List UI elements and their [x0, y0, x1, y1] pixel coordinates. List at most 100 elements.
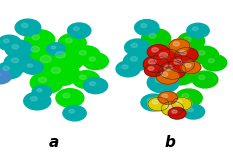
Circle shape	[175, 49, 184, 55]
Circle shape	[158, 91, 178, 104]
Circle shape	[156, 69, 179, 84]
Circle shape	[152, 48, 193, 75]
Circle shape	[169, 56, 195, 73]
Circle shape	[68, 23, 91, 38]
Circle shape	[182, 104, 205, 119]
Circle shape	[56, 89, 84, 107]
Circle shape	[0, 69, 11, 84]
Circle shape	[142, 39, 175, 62]
Circle shape	[21, 23, 28, 28]
Circle shape	[89, 82, 96, 86]
Circle shape	[166, 104, 172, 109]
Circle shape	[83, 78, 108, 94]
Circle shape	[208, 59, 214, 63]
Circle shape	[58, 34, 86, 52]
Circle shape	[152, 100, 158, 104]
Circle shape	[179, 50, 186, 55]
Circle shape	[182, 93, 189, 98]
Circle shape	[47, 43, 65, 55]
Circle shape	[143, 56, 169, 73]
Circle shape	[24, 30, 55, 50]
Circle shape	[161, 101, 184, 116]
Circle shape	[123, 52, 151, 70]
Circle shape	[148, 59, 156, 64]
Circle shape	[24, 92, 51, 110]
Circle shape	[31, 46, 40, 52]
Circle shape	[72, 46, 100, 64]
Circle shape	[184, 37, 191, 41]
Circle shape	[148, 67, 154, 70]
Circle shape	[22, 60, 43, 74]
Circle shape	[141, 94, 167, 111]
Circle shape	[131, 43, 137, 47]
Circle shape	[63, 93, 70, 98]
Circle shape	[73, 27, 79, 31]
Circle shape	[198, 51, 205, 55]
Circle shape	[12, 45, 19, 49]
Circle shape	[162, 94, 168, 98]
Circle shape	[0, 62, 22, 79]
Circle shape	[30, 72, 63, 93]
Circle shape	[32, 85, 52, 98]
Circle shape	[181, 61, 201, 74]
Circle shape	[147, 72, 179, 93]
Circle shape	[199, 75, 205, 80]
Circle shape	[175, 47, 198, 63]
Circle shape	[176, 100, 182, 104]
Circle shape	[116, 61, 140, 77]
Circle shape	[150, 45, 158, 50]
Circle shape	[147, 45, 170, 59]
Circle shape	[162, 62, 197, 85]
Circle shape	[125, 39, 150, 56]
Circle shape	[169, 39, 190, 53]
Text: a: a	[48, 135, 59, 150]
Circle shape	[15, 19, 41, 36]
Circle shape	[0, 35, 21, 50]
Circle shape	[141, 24, 147, 28]
Circle shape	[164, 65, 172, 70]
Circle shape	[202, 55, 227, 71]
Circle shape	[73, 71, 100, 88]
Circle shape	[162, 54, 172, 61]
Circle shape	[37, 89, 42, 92]
Circle shape	[79, 75, 86, 80]
Circle shape	[45, 45, 85, 71]
Text: b: b	[165, 135, 175, 150]
Circle shape	[159, 53, 168, 58]
Circle shape	[147, 98, 154, 103]
Circle shape	[188, 108, 193, 112]
Circle shape	[55, 52, 65, 58]
Circle shape	[65, 38, 72, 43]
Circle shape	[5, 40, 32, 58]
Circle shape	[149, 34, 156, 38]
Circle shape	[38, 77, 47, 83]
Circle shape	[144, 64, 163, 76]
Circle shape	[154, 49, 182, 67]
Circle shape	[29, 48, 73, 77]
Circle shape	[27, 64, 33, 67]
Circle shape	[42, 61, 79, 86]
Circle shape	[11, 58, 19, 63]
Circle shape	[173, 42, 179, 46]
Circle shape	[40, 55, 51, 63]
Circle shape	[192, 71, 218, 88]
Circle shape	[187, 23, 209, 38]
Circle shape	[172, 110, 177, 113]
Circle shape	[168, 107, 186, 119]
Circle shape	[148, 97, 169, 111]
Circle shape	[22, 41, 57, 63]
Circle shape	[192, 46, 219, 64]
Circle shape	[51, 67, 61, 73]
Circle shape	[4, 53, 33, 72]
Circle shape	[171, 68, 179, 73]
Circle shape	[3, 66, 9, 70]
Circle shape	[174, 59, 182, 64]
Circle shape	[185, 63, 191, 67]
Circle shape	[161, 72, 168, 76]
Circle shape	[152, 48, 158, 52]
Circle shape	[51, 46, 56, 49]
Circle shape	[166, 43, 202, 67]
Circle shape	[122, 65, 128, 69]
Circle shape	[175, 89, 202, 107]
Circle shape	[89, 57, 96, 61]
